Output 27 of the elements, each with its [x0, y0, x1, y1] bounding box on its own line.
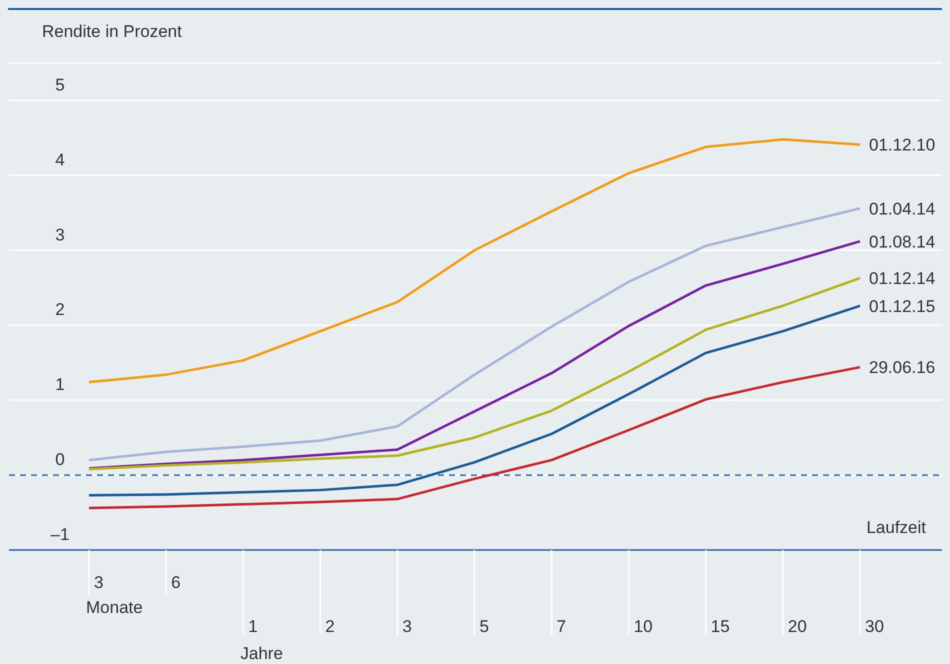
x-tick-label: 2 — [325, 617, 335, 636]
x-tick-label: 15 — [710, 617, 730, 636]
y-tick-label: 4 — [55, 150, 65, 170]
y-tick-label: 0 — [55, 450, 65, 470]
series-label: 01.08.14 — [869, 232, 936, 252]
x-tick-label: 3 — [402, 617, 412, 636]
x-tick-label: 30 — [865, 617, 884, 636]
x-tick-label: 1 — [248, 617, 258, 636]
text: Jahre — [240, 644, 283, 664]
x-axis-title: Laufzeit — [866, 518, 926, 538]
x-tick-label: 10 — [634, 617, 653, 636]
y-tick-label: –1 — [50, 525, 70, 544]
y-tick-label: 3 — [55, 225, 65, 244]
text: Monate — [86, 598, 143, 618]
y-tick-label: 5 — [55, 75, 65, 94]
series-label: 01.04.14 — [869, 199, 936, 218]
series-label: 01.12.10 — [869, 136, 936, 155]
series-label: 01.12.15 — [869, 296, 936, 316]
x-tick-label: 20 — [788, 617, 807, 636]
x-tick-label: 7 — [556, 617, 566, 636]
y-tick-label: 1 — [55, 375, 65, 394]
series-label: 29.06.16 — [869, 358, 936, 378]
x-tick-label: 6 — [171, 573, 181, 592]
y-axis-title: Rendite in Prozent — [42, 22, 182, 42]
series-label: 01.12.14 — [869, 269, 936, 288]
x-tick-label: 5 — [480, 617, 489, 636]
y-tick-label: 2 — [55, 300, 65, 320]
